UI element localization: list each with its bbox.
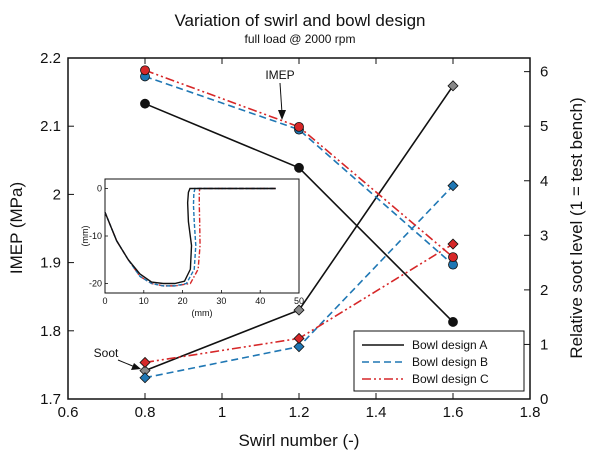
imep-point [140, 65, 150, 76]
inset-profiles [104, 187, 276, 287]
x-tick-label: 0.6 [58, 404, 79, 421]
inset-y-tick-label: 0 [97, 184, 102, 194]
x-axis: 0.6 0.8 1 1.2 1.4 1.6 1.8 [58, 58, 541, 421]
series-markers [139, 65, 459, 384]
inset-x-tick-label: 30 [216, 296, 226, 306]
chart-subtitle: full load @ 2000 rpm [245, 32, 356, 46]
legend-label: Bowl design A [412, 338, 487, 352]
y-right-tick-label: 6 [540, 64, 548, 81]
x-tick-label: 1.8 [520, 404, 541, 421]
y-axis-left-label: IMEP (MPa) [7, 182, 26, 274]
imep-point [448, 317, 458, 327]
soot-point [139, 356, 151, 369]
y-axis-right: 0 1 2 3 4 5 6 [524, 64, 548, 408]
imep-line-3 [144, 69, 454, 258]
y-right-tick-label: 0 [540, 391, 548, 408]
y-axis-left: 1.7 1.8 1.9 2 2.1 2.2 [40, 50, 74, 408]
annotation-soot-arrowhead [131, 363, 141, 370]
soot-point [447, 180, 459, 192]
inset-x-tick-label: 10 [139, 296, 149, 306]
inset-x-label: (mm) [192, 308, 213, 318]
inset-axes: 0 10 20 30 40 50 0 -10 -20 [89, 184, 304, 307]
y-right-tick-label: 1 [540, 336, 548, 353]
soot-point [293, 341, 305, 353]
imep-point [448, 252, 458, 263]
imep-point [294, 121, 304, 132]
soot-point [293, 304, 305, 316]
y-right-tick-label: 3 [540, 227, 548, 244]
y-left-tick-label: 2 [53, 186, 61, 203]
inset-y-tick-label: -20 [89, 279, 102, 289]
y-left-tick-label: 1.9 [40, 255, 61, 272]
inset-x-tick-label: 40 [255, 296, 265, 306]
y-axis-right-label: Relative soot level (1 = test bench) [567, 97, 586, 358]
legend-frame [353, 330, 525, 392]
annotation-imep: IMEP [265, 68, 294, 82]
inset-frame [104, 178, 300, 294]
soot-point [447, 80, 459, 92]
y-right-tick-label: 2 [540, 282, 548, 299]
legend-label: Bowl design C [412, 372, 489, 386]
x-tick-label: 0.8 [135, 404, 156, 421]
annotation-imep-arrow [279, 82, 283, 114]
y-left-tick-label: 1.7 [40, 391, 61, 408]
inset-x-tick-label: 50 [294, 296, 304, 306]
imep-point [294, 162, 304, 173]
x-tick-label: 1.2 [289, 404, 310, 421]
inset-profile-line [104, 187, 276, 285]
y-left-tick-label: 1.8 [40, 323, 61, 340]
x-axis-label: Swirl number (-) [239, 431, 360, 450]
chart-title: Variation of swirl and bowl design [174, 11, 425, 30]
soot-point [139, 372, 151, 384]
y-left-tick-label: 2.2 [40, 50, 61, 67]
legend: Bowl design A Bowl design B Bowl design C [353, 330, 525, 392]
y-right-tick-label: 4 [540, 173, 548, 190]
legend-label: Bowl design B [412, 355, 488, 369]
inset-x-tick-label: 0 [102, 296, 107, 306]
imep-line-2 [144, 75, 454, 266]
soot-point [293, 332, 305, 345]
annotation-imep-arrowhead [278, 110, 286, 120]
imep-point [140, 98, 150, 109]
y-right-tick-label: 5 [540, 118, 548, 135]
inset-y-label: (mm) [80, 226, 90, 247]
annotation-soot: Soot [94, 346, 119, 360]
inset-y-tick-label: -10 [89, 231, 102, 241]
soot-point [447, 238, 459, 250]
inset-x-tick-label: 20 [178, 296, 188, 306]
inset-bowl-profile: 0 10 20 30 40 50 0 -10 -20 (mm) (mm) [80, 178, 304, 318]
x-tick-label: 1 [218, 404, 226, 421]
y-left-tick-label: 2.1 [40, 118, 61, 135]
x-tick-label: 1.4 [366, 404, 387, 421]
annotation-soot-arrow [117, 359, 136, 368]
x-tick-label: 1.6 [443, 404, 464, 421]
